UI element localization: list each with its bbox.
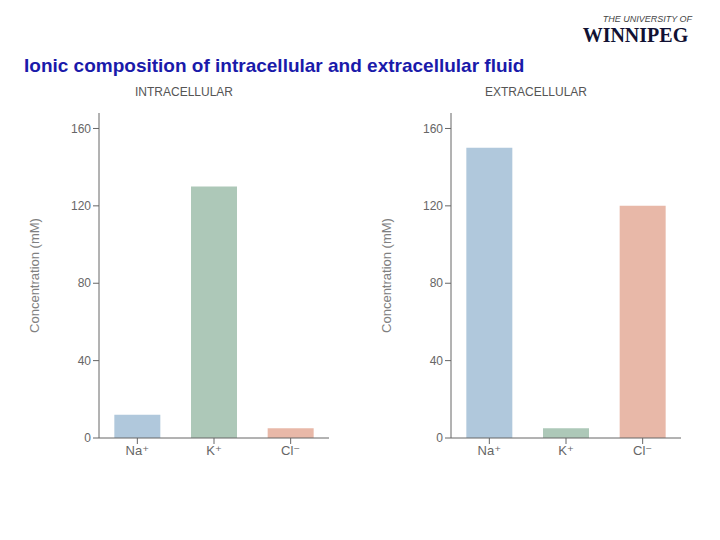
svg-text:Na⁺: Na⁺ — [478, 443, 501, 458]
svg-text:Cl⁻: Cl⁻ — [281, 443, 300, 458]
svg-text:120: 120 — [423, 199, 443, 213]
html-text:INTRACELLULAR: INTRACELLULAR — [135, 85, 233, 99]
svg-text:Concentration (mM): Concentration (mM) — [379, 218, 394, 333]
html-text:Ionic composition of intracell: Ionic composition of intracellular and e… — [24, 55, 525, 76]
svg-text:160: 160 — [423, 122, 443, 136]
svg-text:Cl⁻: Cl⁻ — [633, 443, 652, 458]
html-text:THE UNIVERSITY OF: THE UNIVERSITY OF — [602, 14, 692, 24]
svg-text:Concentration (mM): Concentration (mM) — [27, 218, 42, 333]
svg-text:80: 80 — [430, 276, 444, 290]
svg-text:Na⁺: Na⁺ — [126, 443, 149, 458]
svg-text:40: 40 — [430, 354, 444, 368]
svg-text:0: 0 — [436, 431, 443, 445]
html-text:EXTRACELLULAR: EXTRACELLULAR — [485, 85, 587, 99]
html-text:WINNIPEG: WINNIPEG — [582, 24, 689, 46]
svg-text:K⁺: K⁺ — [558, 443, 574, 458]
svg-text:80: 80 — [78, 276, 92, 290]
svg-text:120: 120 — [71, 199, 91, 213]
svg-text:K⁺: K⁺ — [206, 443, 222, 458]
svg-text:40: 40 — [78, 354, 92, 368]
svg-text:0: 0 — [84, 431, 91, 445]
svg-text:160: 160 — [71, 122, 91, 136]
